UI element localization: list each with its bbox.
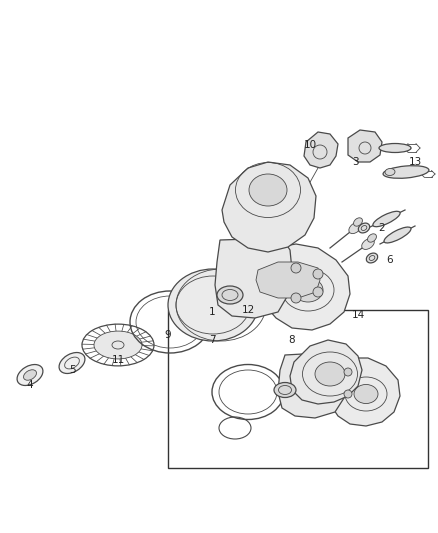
- Text: 1: 1: [208, 307, 215, 317]
- Ellipse shape: [383, 166, 429, 179]
- Text: 2: 2: [379, 223, 385, 233]
- Ellipse shape: [17, 365, 43, 385]
- Ellipse shape: [24, 370, 36, 380]
- Circle shape: [344, 368, 352, 376]
- Ellipse shape: [217, 286, 243, 304]
- Polygon shape: [328, 358, 400, 426]
- Circle shape: [313, 269, 323, 279]
- Ellipse shape: [274, 383, 296, 398]
- Circle shape: [291, 293, 301, 303]
- Text: 6: 6: [387, 255, 393, 265]
- Ellipse shape: [373, 211, 400, 227]
- Ellipse shape: [94, 331, 142, 359]
- Ellipse shape: [168, 269, 258, 341]
- Text: 12: 12: [241, 305, 254, 315]
- Bar: [168, 310, 428, 468]
- Ellipse shape: [379, 143, 411, 152]
- Polygon shape: [348, 130, 382, 162]
- Text: 3: 3: [352, 157, 358, 167]
- Ellipse shape: [354, 384, 378, 403]
- Ellipse shape: [358, 223, 370, 233]
- Ellipse shape: [353, 218, 362, 226]
- Circle shape: [344, 390, 352, 398]
- Text: 8: 8: [289, 335, 295, 345]
- Text: 13: 13: [408, 157, 422, 167]
- Ellipse shape: [385, 168, 395, 175]
- Polygon shape: [222, 162, 316, 252]
- Text: 10: 10: [304, 140, 317, 150]
- Text: 5: 5: [69, 365, 75, 375]
- Circle shape: [291, 263, 301, 273]
- Ellipse shape: [384, 227, 411, 243]
- Ellipse shape: [366, 253, 378, 263]
- Ellipse shape: [249, 174, 287, 206]
- Text: 14: 14: [351, 310, 364, 320]
- Polygon shape: [256, 262, 320, 298]
- Circle shape: [313, 287, 323, 297]
- Ellipse shape: [59, 352, 85, 374]
- Ellipse shape: [367, 234, 376, 242]
- Ellipse shape: [315, 362, 345, 386]
- Text: 4: 4: [27, 380, 33, 390]
- Polygon shape: [304, 132, 338, 168]
- Ellipse shape: [293, 278, 323, 302]
- Polygon shape: [258, 244, 350, 330]
- Polygon shape: [278, 352, 348, 418]
- Polygon shape: [290, 340, 362, 404]
- Ellipse shape: [362, 239, 374, 249]
- Ellipse shape: [349, 222, 361, 233]
- Polygon shape: [215, 238, 292, 318]
- Text: 7: 7: [208, 335, 215, 345]
- Text: 9: 9: [165, 330, 171, 340]
- Text: 11: 11: [111, 355, 125, 365]
